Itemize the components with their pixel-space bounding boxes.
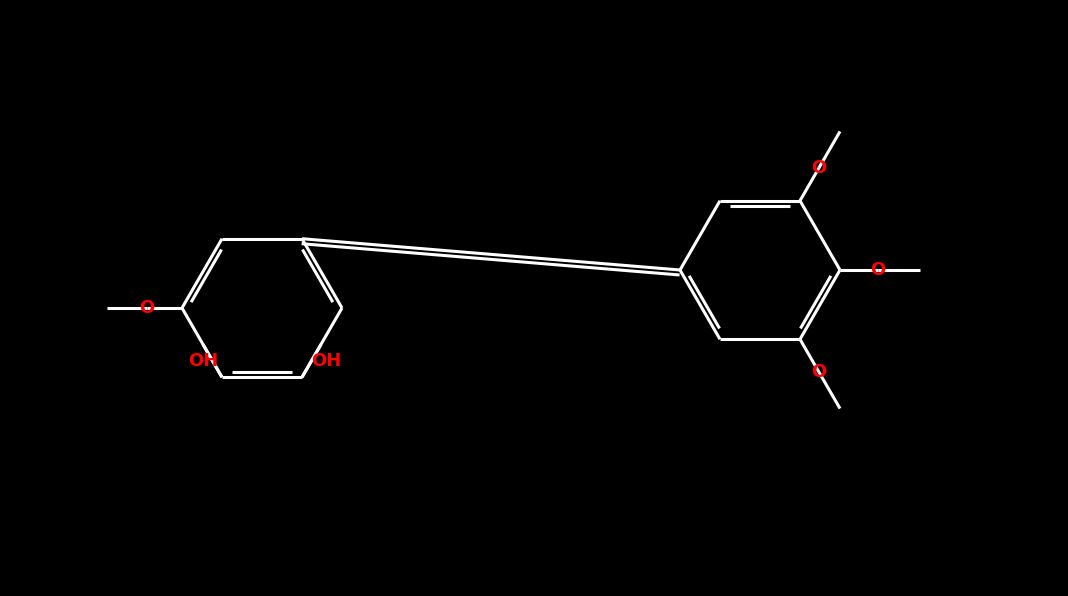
Text: OH: OH: [311, 352, 341, 370]
Text: O: O: [140, 299, 155, 317]
Text: O: O: [812, 363, 827, 381]
Text: O: O: [870, 261, 885, 279]
Text: OH: OH: [188, 352, 218, 370]
Text: O: O: [812, 159, 827, 177]
